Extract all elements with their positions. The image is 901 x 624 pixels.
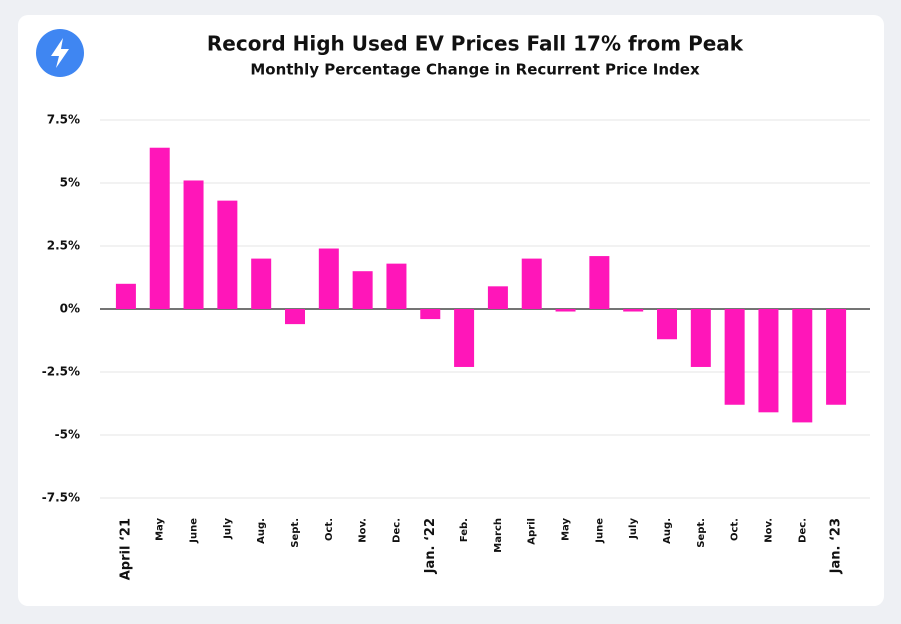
bar bbox=[386, 263, 407, 309]
bar bbox=[115, 283, 136, 309]
y-tick-label: -7.5% bbox=[42, 491, 80, 505]
x-tick-label: Oct. bbox=[324, 518, 335, 541]
bar bbox=[318, 248, 339, 309]
bar bbox=[690, 309, 711, 367]
bar bbox=[183, 180, 204, 309]
x-tick-label: Dec. bbox=[797, 518, 808, 543]
bar bbox=[792, 309, 813, 423]
x-tick-label: Feb. bbox=[459, 518, 470, 542]
x-tick-label: Aug. bbox=[256, 518, 267, 544]
bar bbox=[758, 309, 779, 413]
chart-subtitle: Monthly Percentage Change in Recurrent P… bbox=[250, 61, 700, 79]
bar bbox=[420, 309, 441, 320]
x-tick-label: July bbox=[222, 518, 233, 540]
bar bbox=[285, 309, 305, 325]
bar bbox=[521, 258, 542, 309]
card bbox=[18, 15, 884, 606]
y-tick-label: -5% bbox=[55, 428, 80, 442]
x-tick-label: May bbox=[155, 518, 166, 541]
bar bbox=[352, 271, 373, 309]
x-tick-label: Sept. bbox=[290, 518, 301, 548]
y-tick-label: 0% bbox=[60, 302, 80, 316]
bar bbox=[251, 258, 272, 309]
x-tick-label: Sept. bbox=[696, 518, 707, 548]
x-tick-label: Jan. ‘23 bbox=[829, 518, 844, 574]
x-tick-label: Jan. ‘22 bbox=[423, 518, 438, 574]
x-tick-label: Nov. bbox=[763, 518, 774, 543]
y-tick-label: 5% bbox=[60, 176, 80, 190]
bar bbox=[623, 309, 644, 312]
bar bbox=[217, 200, 238, 309]
bar bbox=[454, 309, 475, 367]
x-tick-label: Aug. bbox=[662, 518, 673, 544]
bar bbox=[589, 256, 610, 309]
x-tick-label: May bbox=[561, 518, 572, 541]
x-tick-label: July bbox=[628, 518, 639, 540]
x-tick-label: June bbox=[594, 518, 605, 544]
x-tick-label: Dec. bbox=[391, 518, 402, 543]
y-tick-label: 2.5% bbox=[47, 239, 80, 253]
bar bbox=[657, 309, 677, 340]
x-tick-label: Oct. bbox=[730, 518, 741, 541]
chart-title: Record High Used EV Prices Fall 17% from… bbox=[207, 32, 744, 56]
y-tick-label: -2.5% bbox=[42, 365, 80, 379]
x-tick-label: April bbox=[527, 518, 538, 545]
bar bbox=[487, 286, 508, 309]
bar bbox=[149, 147, 170, 309]
logo-bolt bbox=[51, 38, 69, 68]
y-tick-label: 7.5% bbox=[47, 113, 80, 127]
bar bbox=[826, 309, 847, 405]
x-tick-label: March bbox=[493, 518, 504, 553]
bar bbox=[555, 309, 576, 312]
x-tick-label: June bbox=[189, 518, 200, 544]
x-tick-label: April ‘21 bbox=[118, 518, 133, 580]
bar bbox=[724, 309, 745, 405]
x-tick-label: Nov. bbox=[358, 518, 369, 543]
